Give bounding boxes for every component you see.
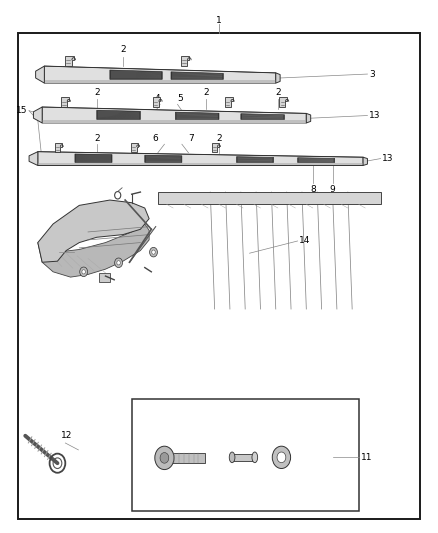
Polygon shape	[363, 157, 367, 165]
Text: 8: 8	[310, 184, 316, 193]
Polygon shape	[225, 98, 233, 107]
Bar	[232, 454, 255, 461]
Polygon shape	[306, 114, 311, 123]
Circle shape	[117, 261, 120, 265]
Polygon shape	[241, 114, 285, 119]
Text: 3: 3	[369, 70, 375, 78]
Text: 2: 2	[216, 134, 222, 143]
Polygon shape	[38, 152, 363, 165]
Polygon shape	[61, 98, 69, 107]
Polygon shape	[212, 143, 219, 152]
Text: 15: 15	[16, 106, 28, 115]
Circle shape	[115, 258, 123, 268]
Polygon shape	[38, 200, 149, 262]
Polygon shape	[44, 66, 276, 83]
Text: 5: 5	[178, 94, 184, 103]
Polygon shape	[237, 157, 274, 163]
Circle shape	[160, 453, 169, 463]
Text: 9: 9	[330, 184, 336, 193]
Bar	[172, 453, 205, 463]
Polygon shape	[171, 72, 223, 79]
Polygon shape	[55, 143, 62, 152]
Polygon shape	[110, 70, 162, 79]
Polygon shape	[145, 155, 182, 163]
Text: 2: 2	[120, 45, 126, 54]
Polygon shape	[279, 98, 287, 107]
Polygon shape	[158, 192, 381, 204]
Polygon shape	[29, 152, 38, 165]
Polygon shape	[152, 98, 160, 107]
Polygon shape	[42, 107, 306, 123]
Circle shape	[277, 452, 286, 463]
Ellipse shape	[252, 452, 258, 463]
Circle shape	[152, 250, 155, 254]
Text: 14: 14	[299, 237, 311, 246]
Text: 10: 10	[45, 247, 57, 256]
Polygon shape	[181, 55, 189, 66]
Polygon shape	[131, 143, 138, 152]
Bar	[132, 399, 359, 511]
Text: 6: 6	[152, 134, 158, 143]
Text: 13: 13	[369, 111, 381, 120]
Polygon shape	[297, 158, 335, 163]
Text: 12: 12	[61, 431, 73, 440]
Polygon shape	[35, 66, 44, 83]
Text: 2: 2	[94, 134, 99, 143]
Text: 7: 7	[188, 134, 194, 143]
Text: 2: 2	[275, 88, 281, 98]
Polygon shape	[97, 110, 141, 119]
Circle shape	[80, 267, 88, 277]
Text: 2: 2	[94, 88, 99, 98]
Bar	[99, 273, 110, 282]
Circle shape	[150, 247, 157, 257]
Circle shape	[82, 270, 85, 274]
Polygon shape	[44, 80, 276, 83]
Polygon shape	[33, 107, 42, 123]
Polygon shape	[42, 120, 306, 123]
Circle shape	[155, 446, 174, 470]
Text: 13: 13	[382, 154, 394, 163]
Polygon shape	[276, 73, 280, 83]
Polygon shape	[175, 112, 219, 119]
Text: 1: 1	[216, 17, 222, 26]
Text: 4: 4	[154, 94, 160, 103]
Circle shape	[272, 446, 290, 469]
Text: 2: 2	[203, 88, 209, 98]
Ellipse shape	[229, 452, 235, 463]
Polygon shape	[65, 55, 74, 66]
Polygon shape	[75, 154, 112, 163]
Polygon shape	[38, 224, 149, 277]
Text: 11: 11	[360, 453, 372, 462]
Polygon shape	[38, 163, 363, 165]
